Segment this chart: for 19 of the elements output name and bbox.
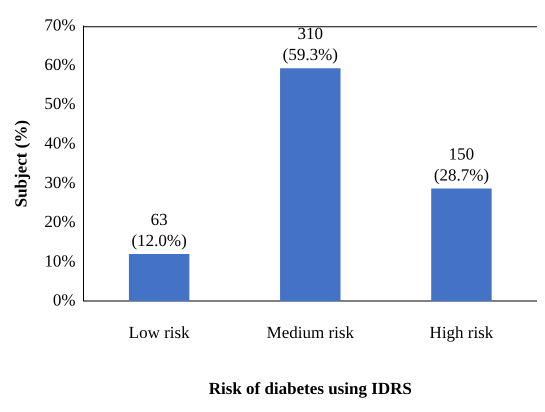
y-tick-label: 40% xyxy=(44,134,76,153)
bar xyxy=(431,188,492,302)
data-label: 310 (59.3%) xyxy=(282,24,338,64)
data-label: 150 (28.7%) xyxy=(434,144,490,184)
x-tick-label: High risk xyxy=(430,322,494,342)
x-tick-label: Low risk xyxy=(128,322,190,342)
bar xyxy=(280,68,341,302)
y-tick-label: 0% xyxy=(52,290,76,310)
y-tick-label: 60% xyxy=(44,54,76,74)
y-axis-title: Subject (%) xyxy=(12,120,31,208)
y-tick-label: 50% xyxy=(44,94,76,114)
data-label: 63 (12.0%) xyxy=(132,210,187,250)
y-tick-label: 30% xyxy=(44,172,76,192)
x-tick-label: Medium risk xyxy=(266,322,354,342)
y-tick-label: 20% xyxy=(44,212,76,232)
y-tick-label: 70% xyxy=(44,16,76,35)
y-tick-label: 10% xyxy=(44,251,76,270)
bar xyxy=(128,254,190,302)
x-axis-title: Risk of diabetes using IDRS xyxy=(208,379,412,398)
